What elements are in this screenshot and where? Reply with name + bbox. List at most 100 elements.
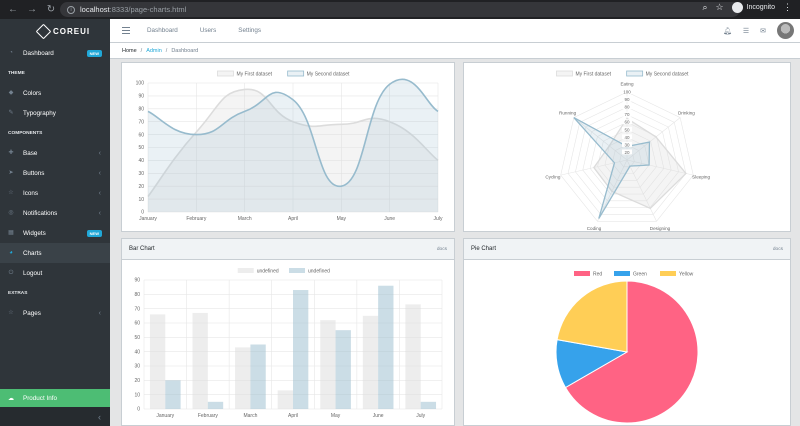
back-icon[interactable]: ← xyxy=(8,4,18,15)
radar-tick-label: 80 xyxy=(624,105,630,110)
legend-label: Red xyxy=(593,272,602,278)
legend-swatch xyxy=(574,271,590,276)
bar-chart-title: Bar Chart xyxy=(129,246,155,252)
breadcrumb-admin[interactable]: Admin xyxy=(146,47,162,54)
breadcrumb-home[interactable]: Home xyxy=(122,47,137,54)
radar-tick-bg xyxy=(622,104,632,110)
url-host: localhost xyxy=(80,5,110,14)
chevron-left-icon: ‹ xyxy=(98,169,101,177)
x-tick-label: March xyxy=(243,413,257,419)
legend-swatch xyxy=(660,271,676,276)
bell-icon[interactable]: 🔔︎ xyxy=(722,27,732,35)
calculator-icon: ▦ xyxy=(8,230,14,236)
zoom-icon[interactable]: ⌕ xyxy=(702,2,708,12)
y-tick-label: 20 xyxy=(134,378,140,384)
sidebar-minimizer[interactable]: ‹ xyxy=(0,407,110,426)
sidebar-item-logout[interactable]: ⏻ Logout xyxy=(0,263,110,283)
brand[interactable]: COREUI xyxy=(0,19,110,43)
bar xyxy=(362,315,379,409)
header-link-users[interactable]: Users xyxy=(199,27,217,34)
sidebar-item-typography[interactable]: ✎ Typography xyxy=(0,103,110,123)
chevron-left-icon: ‹ xyxy=(98,149,101,157)
sidebar-item-icons[interactable]: ☆ Icons ‹ xyxy=(0,183,110,203)
sidebar-item-label: Logout xyxy=(23,269,43,277)
sidebar-item-charts[interactable]: ◕ Charts xyxy=(0,243,110,263)
browser-menu-icon[interactable]: ⋮ xyxy=(783,2,792,12)
pie-chart-header: Pie Chart docs xyxy=(464,239,790,260)
line-chart: My First dataset My Second dataset 0 10 20 30… xyxy=(136,70,443,222)
sidebar-item-label: Widgets xyxy=(23,229,46,237)
chevron-left-icon: ‹ xyxy=(98,411,101,422)
new-badge: NEW xyxy=(86,230,102,237)
nav-section-title: COMPONENTS xyxy=(8,130,43,136)
radar-axis-label: Eating xyxy=(620,82,633,87)
series-line xyxy=(147,88,439,197)
product-info-button[interactable]: ☁ Product Info xyxy=(0,389,110,407)
y-tick-label: 40 xyxy=(134,349,140,355)
reload-icon[interactable]: ↻ xyxy=(46,4,56,15)
sidebar-item-label: Base xyxy=(23,149,38,157)
chevron-left-icon: ‹ xyxy=(98,209,101,217)
pie-chart-docs-link[interactable]: docs xyxy=(772,246,783,252)
address-bar[interactable]: i localhost:8333/page-charts.html xyxy=(60,2,740,17)
y-tick-label: 0 xyxy=(137,407,140,413)
legend-swatch xyxy=(217,70,234,77)
legend-swatch xyxy=(626,70,644,77)
app-header: Dashboard Users Settings 🔔︎ ☰ ✉ xyxy=(110,19,800,43)
radar-gridline xyxy=(575,106,679,208)
radar-tick-bg xyxy=(622,111,632,117)
sidebar-item-label: Colors xyxy=(23,89,42,97)
list-icon[interactable]: ☰ xyxy=(742,27,750,35)
logout-icon: ⏻ xyxy=(8,270,14,276)
radar-spoke xyxy=(626,159,657,222)
line-chart-card: My First dataset My Second dataset 0 10 20 30… xyxy=(121,62,455,232)
y-tick-label: 70 xyxy=(138,119,144,125)
pie-chart-icon: ◕ xyxy=(9,250,13,256)
sidebar-item-base[interactable]: ✚ Base ‹ xyxy=(0,143,110,163)
pie-chart-card: Pie Chart docs Red Green Yellow xyxy=(463,238,791,426)
sidebar-item-colors[interactable]: ◆ Colors xyxy=(0,83,110,103)
sidebar-item-pages[interactable]: ☆ Pages ‹ xyxy=(0,303,110,323)
avatar[interactable] xyxy=(777,22,794,39)
series-line xyxy=(147,78,439,188)
radar-chart-card: My First dataset My Second dataset Eating D… xyxy=(463,62,791,232)
forward-icon[interactable]: → xyxy=(27,4,37,15)
header-link-dashboard[interactable]: Dashboard xyxy=(147,27,178,34)
sidebar-item-label: Buttons xyxy=(23,169,45,177)
sidebar-item-widgets[interactable]: ▦ Widgets NEW xyxy=(0,223,110,243)
sidebar-nav: ◔ Dashboard NEW THEME ◆ Colors ✎ Typography COMP… xyxy=(0,43,110,323)
y-tick-label: 50 xyxy=(138,145,144,151)
radar-tick-label: 60 xyxy=(624,120,630,125)
bar xyxy=(207,401,224,409)
sidebar-item-notifications[interactable]: ◎ Notifications ‹ xyxy=(0,203,110,223)
bar xyxy=(320,320,336,409)
breadcrumb: Home / Admin / Dashboard xyxy=(110,43,800,59)
radar-tick-bg xyxy=(622,119,632,125)
hamburger-menu-icon[interactable] xyxy=(122,26,130,36)
pie-chart: Red Green Yellow xyxy=(555,271,699,424)
sidebar-item-dashboard[interactable]: ◔ Dashboard NEW xyxy=(0,43,110,63)
incognito-label: Incognito xyxy=(746,4,775,11)
pie-chart-title: Pie Chart xyxy=(471,246,497,252)
chevron-left-icon: ‹ xyxy=(98,309,101,317)
pie-slice xyxy=(564,280,699,424)
mail-icon[interactable]: ✉ xyxy=(760,27,766,35)
radar-tick-bg xyxy=(622,141,632,147)
radar-axis-label: Drinking xyxy=(678,110,695,115)
series-area xyxy=(148,79,438,212)
legend-label: My Second dataset xyxy=(646,72,689,78)
info-icon[interactable]: i xyxy=(67,5,75,14)
bookmark-star-icon[interactable]: ☆ xyxy=(715,2,724,12)
incognito-indicator[interactable]: Incognito xyxy=(731,2,775,13)
radar-axis-label: Coding xyxy=(587,226,602,231)
y-tick-label: 30 xyxy=(138,171,144,177)
bar-chart-header: Bar Chart docs xyxy=(122,239,454,260)
radar-gridline xyxy=(611,144,643,174)
radar-axis-label: Designing xyxy=(650,226,671,231)
radar-gridline xyxy=(619,152,635,168)
nav-section-title: EXTRAS xyxy=(8,290,28,296)
bar xyxy=(149,314,166,409)
bar-chart-docs-link[interactable]: docs xyxy=(436,246,447,252)
sidebar-item-buttons[interactable]: ➤ Buttons ‹ xyxy=(0,163,110,183)
header-link-settings[interactable]: Settings xyxy=(238,27,262,34)
